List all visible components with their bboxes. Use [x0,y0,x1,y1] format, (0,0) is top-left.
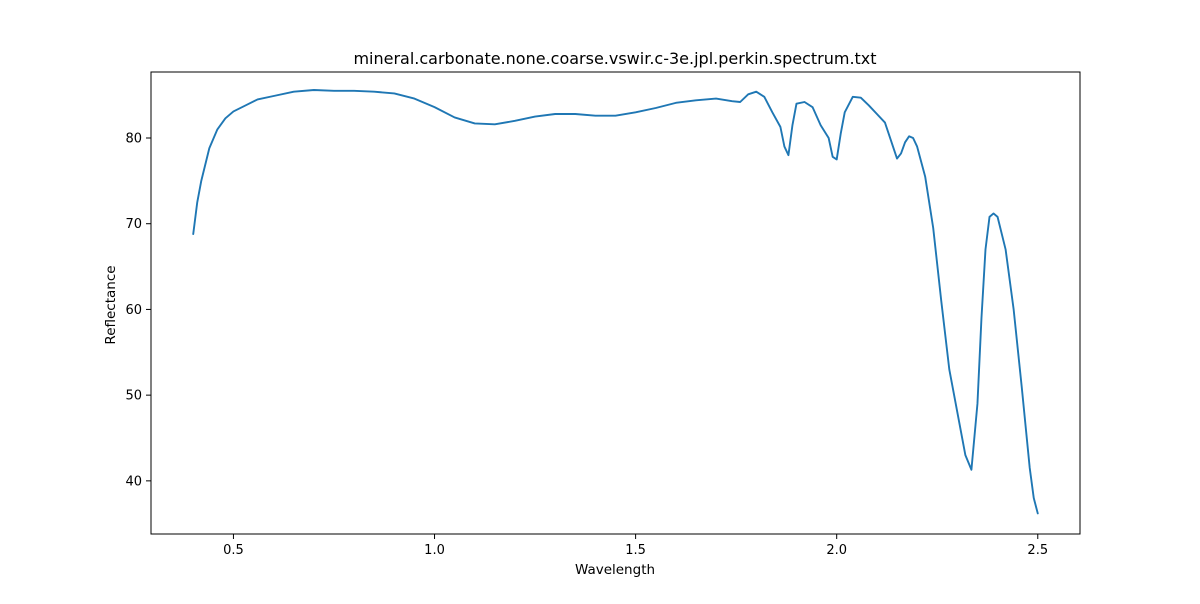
y-axis-ticks: 40 50 60 70 80 [125,132,151,489]
plot-area [150,71,1081,535]
spectrum-line-0 [192,89,1039,515]
x-tick-label: 2.5 [1027,543,1048,558]
chart-title: mineral.carbonate.none.coarse.vswir.c-3e… [353,49,876,68]
y-tick-label: 70 [125,217,142,232]
x-tick-label: 1.5 [625,543,646,558]
y-tick-label: 60 [125,303,142,318]
y-tick-label: 50 [125,389,142,404]
x-axis-label: Wavelength [575,562,655,578]
x-tick-label: 0.5 [223,543,244,558]
x-tick-label: 2.0 [826,543,847,558]
axes-frame [150,71,1081,535]
y-axis-label: Reflectance [103,265,119,344]
y-tick-label: 80 [125,132,142,147]
x-axis-ticks: 0.5 1.0 1.5 2.0 2.5 [223,534,1048,558]
x-tick-label: 1.0 [424,543,445,558]
y-tick-label: 40 [125,474,142,489]
